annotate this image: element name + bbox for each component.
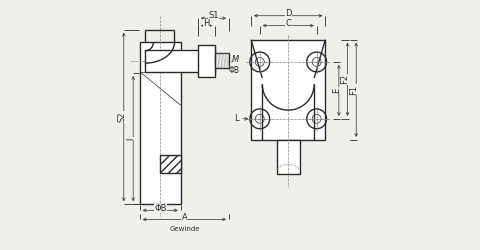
Bar: [140, 42, 180, 204]
Bar: [198, 45, 215, 77]
Text: F1: F1: [349, 85, 358, 95]
Bar: [145, 50, 215, 72]
Text: F2: F2: [341, 74, 349, 84]
Bar: [215, 53, 229, 68]
Text: Gewinde: Gewinde: [169, 226, 200, 232]
Text: ΦB: ΦB: [228, 66, 240, 75]
Bar: [160, 155, 180, 173]
Text: M: M: [231, 56, 239, 64]
Text: H: H: [204, 19, 210, 28]
Bar: [251, 40, 325, 140]
Text: C: C: [285, 19, 291, 28]
Text: ΦB: ΦB: [154, 204, 167, 213]
Bar: [276, 140, 300, 174]
Text: S2: S2: [117, 112, 126, 122]
Text: A: A: [181, 213, 187, 222]
Text: S1: S1: [208, 11, 219, 20]
Text: D: D: [285, 9, 291, 18]
Text: E: E: [332, 88, 341, 93]
Text: L: L: [234, 114, 239, 123]
Text: l: l: [126, 138, 135, 140]
